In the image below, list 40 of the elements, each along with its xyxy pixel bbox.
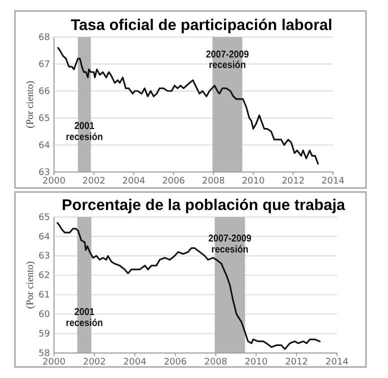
y-tick-label: 58 — [38, 348, 50, 359]
x-tick-label: 2002 — [82, 176, 106, 186]
x-tick-label: 2002 — [82, 357, 106, 368]
x-tick-label: 2008 — [202, 176, 226, 186]
x-tick-label: 2008 — [204, 357, 228, 368]
y-tick-label: 64 — [38, 140, 50, 151]
y-tick-label: 63 — [38, 168, 50, 178]
y-tick-label: 63 — [38, 252, 50, 262]
y-tick-label: 66 — [38, 86, 50, 97]
y-tick-label: 59 — [38, 329, 50, 340]
band-label: 2001 recesión — [66, 306, 103, 330]
y-tick-label: 62 — [38, 271, 50, 282]
y-tick-label: 67 — [38, 60, 50, 70]
x-tick-label: 2004 — [122, 176, 146, 186]
x-tick-label: 2012 — [285, 357, 308, 368]
line-series — [57, 47, 319, 165]
band-label: 2001 recesión — [66, 120, 104, 143]
x-tick-label: 2000 — [42, 176, 66, 186]
x-tick-label: 2014 — [326, 357, 349, 368]
band-label: 2007-2009 recesión — [206, 48, 249, 72]
y-tick-label: 65 — [38, 212, 50, 223]
x-tick-label: 2014 — [322, 176, 345, 186]
x-tick-label: 2012 — [282, 176, 305, 186]
line-series — [56, 222, 321, 350]
x-tick-label: 2006 — [164, 357, 188, 368]
x-tick-label: 2006 — [162, 176, 186, 186]
band-label: 2007-2009 recesión — [208, 233, 252, 256]
x-tick-label: 2010 — [244, 357, 268, 368]
y-tick-label: 64 — [38, 232, 50, 242]
chart-title: Porcentaje de la población que trabaja — [62, 197, 346, 214]
x-tick-label: 2004 — [123, 357, 147, 368]
y-axis-title: (Por ciento) — [25, 80, 36, 128]
y-tick-label: 61 — [38, 290, 50, 301]
x-tick-label: 2010 — [242, 176, 266, 186]
x-tick-label: 2000 — [42, 357, 66, 368]
chart-title: Tasa oficial de participación laboral — [70, 17, 332, 34]
y-tick-label: 65 — [38, 114, 50, 124]
y-tick-label: 60 — [38, 310, 50, 320]
y-tick-label: 68 — [38, 32, 50, 43]
y-axis-title: (Por ciento) — [25, 261, 36, 309]
